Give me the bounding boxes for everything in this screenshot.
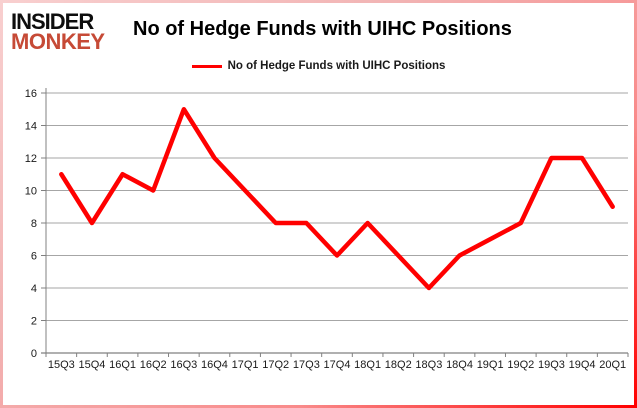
svg-text:12: 12 — [25, 153, 37, 165]
svg-text:6: 6 — [31, 251, 37, 263]
svg-text:17Q3: 17Q3 — [293, 359, 320, 371]
chart-legend: No of Hedge Funds with UIHC Positions — [3, 60, 634, 72]
svg-text:17Q4: 17Q4 — [324, 359, 351, 371]
svg-text:14: 14 — [25, 121, 37, 133]
insider-monkey-logo: INSIDER MONKEY — [11, 9, 123, 55]
chart-header: INSIDER MONKEY No of Hedge Funds with UI… — [11, 9, 512, 55]
svg-text:15Q4: 15Q4 — [78, 359, 105, 371]
svg-text:17Q2: 17Q2 — [262, 359, 289, 371]
svg-text:0: 0 — [31, 348, 37, 360]
logo-line-monkey: MONKEY — [11, 29, 105, 55]
legend-line-marker — [191, 64, 222, 68]
legend-label: No of Hedge Funds with UIHC Positions — [227, 60, 446, 72]
svg-text:16: 16 — [25, 88, 37, 100]
svg-text:18Q4: 18Q4 — [446, 359, 473, 371]
svg-text:4: 4 — [31, 283, 37, 295]
svg-text:16Q1: 16Q1 — [109, 359, 136, 371]
chart-title: No of Hedge Funds with UIHC Positions — [133, 17, 512, 40]
line-chart: 0 2 4 6 8 10 12 14 16 15Q3 15Q4 16Q1 16Q2 16Q3 16Q4 17Q… — [25, 88, 629, 371]
svg-text:19Q1: 19Q1 — [477, 359, 504, 371]
svg-text:16Q4: 16Q4 — [201, 359, 228, 371]
svg-text:18Q1: 18Q1 — [354, 359, 381, 371]
svg-text:19Q2: 19Q2 — [507, 359, 534, 371]
svg-text:2: 2 — [31, 316, 37, 328]
logo-line-insider: INSIDER — [11, 9, 94, 34]
svg-text:20Q1: 20Q1 — [599, 359, 626, 371]
svg-text:15Q3: 15Q3 — [48, 359, 75, 371]
svg-text:19Q3: 19Q3 — [538, 359, 565, 371]
svg-text:10: 10 — [25, 186, 37, 198]
svg-text:18Q3: 18Q3 — [415, 359, 442, 371]
svg-text:18Q2: 18Q2 — [385, 359, 412, 371]
svg-text:16Q3: 16Q3 — [170, 359, 197, 371]
svg-text:16Q2: 16Q2 — [140, 359, 167, 371]
svg-text:17Q1: 17Q1 — [232, 359, 259, 371]
svg-text:19Q4: 19Q4 — [569, 359, 596, 371]
svg-text:8: 8 — [31, 218, 37, 230]
